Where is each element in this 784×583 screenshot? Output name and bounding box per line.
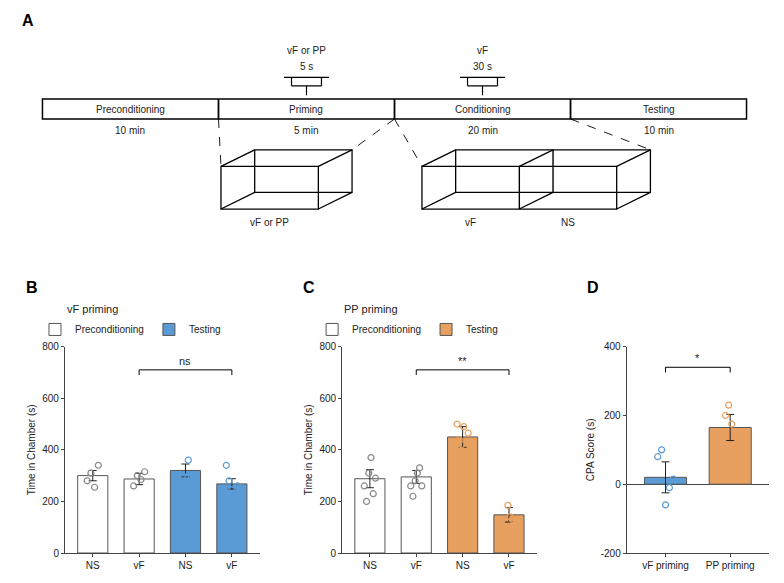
svg-text:Priming: Priming bbox=[289, 104, 323, 115]
svg-text:B: B bbox=[26, 279, 38, 296]
svg-text:Preconditioning: Preconditioning bbox=[75, 324, 144, 335]
svg-text:600: 600 bbox=[42, 393, 59, 404]
svg-text:PP priming: PP priming bbox=[344, 303, 398, 315]
svg-text:30 s: 30 s bbox=[473, 61, 492, 72]
svg-text:vF priming: vF priming bbox=[67, 303, 118, 315]
svg-text:vF: vF bbox=[134, 560, 145, 571]
svg-text:CPA Score (s): CPA Score (s) bbox=[585, 419, 596, 482]
svg-text:A: A bbox=[22, 12, 34, 29]
svg-text:vF priming: vF priming bbox=[642, 560, 689, 571]
svg-text:5 min: 5 min bbox=[294, 125, 318, 136]
svg-text:20 min: 20 min bbox=[468, 125, 498, 136]
svg-text:0: 0 bbox=[615, 479, 621, 490]
svg-text:200: 200 bbox=[42, 496, 59, 507]
svg-text:vF or PP: vF or PP bbox=[287, 45, 326, 56]
svg-text:vF or PP: vF or PP bbox=[250, 217, 289, 228]
svg-text:400: 400 bbox=[319, 444, 336, 455]
svg-text:800: 800 bbox=[42, 341, 59, 352]
svg-text:Testing: Testing bbox=[643, 104, 675, 115]
svg-text:Testing: Testing bbox=[466, 324, 498, 335]
svg-text:C: C bbox=[303, 279, 315, 296]
svg-text:NS: NS bbox=[561, 217, 575, 228]
svg-text:NS: NS bbox=[86, 560, 100, 571]
svg-text:800: 800 bbox=[319, 341, 336, 352]
svg-text:vF: vF bbox=[226, 560, 237, 571]
svg-text:Testing: Testing bbox=[189, 324, 221, 335]
svg-text:D: D bbox=[587, 279, 599, 296]
svg-text:NS: NS bbox=[456, 560, 470, 571]
svg-text:vF: vF bbox=[411, 560, 422, 571]
svg-text:Time in Chamber (s): Time in Chamber (s) bbox=[303, 404, 314, 495]
svg-text:*: * bbox=[695, 352, 700, 364]
svg-text:Conditioning: Conditioning bbox=[455, 104, 511, 115]
svg-text:vF: vF bbox=[503, 560, 514, 571]
svg-text:200: 200 bbox=[604, 410, 621, 421]
svg-text:Time in Chamber (s): Time in Chamber (s) bbox=[26, 404, 37, 495]
svg-text:10 min: 10 min bbox=[644, 125, 674, 136]
svg-text:0: 0 bbox=[331, 548, 337, 559]
svg-text:**: ** bbox=[458, 355, 467, 367]
svg-text:vF: vF bbox=[477, 45, 488, 56]
svg-text:vF: vF bbox=[465, 217, 476, 228]
svg-text:400: 400 bbox=[42, 444, 59, 455]
svg-text:600: 600 bbox=[319, 393, 336, 404]
svg-text:0: 0 bbox=[53, 548, 59, 559]
svg-text:5 s: 5 s bbox=[300, 61, 313, 72]
svg-text:-200: -200 bbox=[601, 548, 621, 559]
svg-text:Preconditioning: Preconditioning bbox=[352, 324, 421, 335]
svg-text:400: 400 bbox=[604, 341, 621, 352]
svg-text:ns: ns bbox=[179, 355, 191, 367]
svg-text:200: 200 bbox=[319, 496, 336, 507]
svg-text:Preconditioning: Preconditioning bbox=[96, 104, 165, 115]
svg-text:10 min: 10 min bbox=[115, 125, 145, 136]
svg-text:PP priming: PP priming bbox=[706, 560, 755, 571]
svg-text:NS: NS bbox=[179, 560, 193, 571]
svg-text:NS: NS bbox=[363, 560, 377, 571]
